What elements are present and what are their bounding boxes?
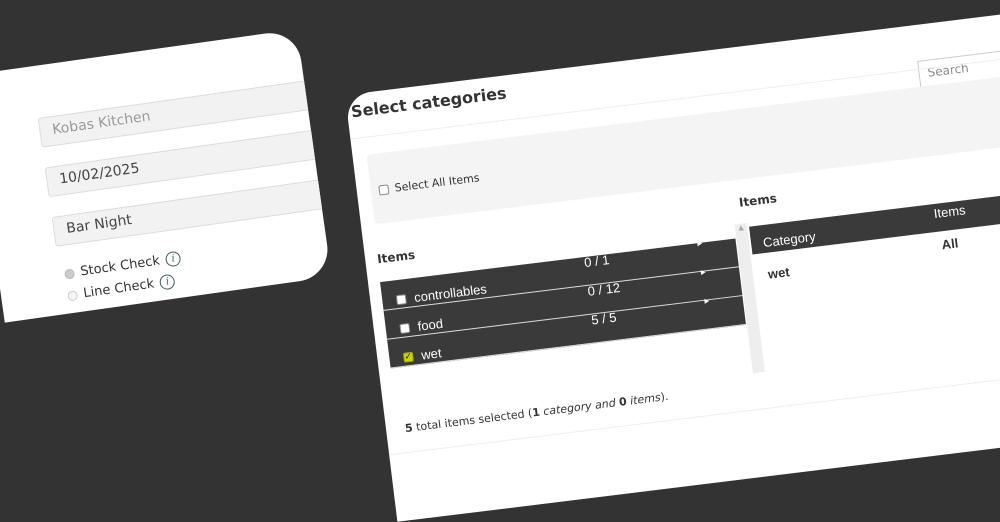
checkbox[interactable]	[378, 183, 390, 196]
stock-check-form-card: Kobas Kitchen 10/02/2025 Bar Night Stock…	[0, 29, 332, 323]
checkbox-checked[interactable]: ✓	[402, 350, 414, 363]
radio-button[interactable]	[63, 267, 76, 280]
dialog-title: Select categories	[349, 83, 508, 122]
expand-arrow-icon[interactable]: ►	[698, 267, 708, 278]
info-icon[interactable]: i	[164, 250, 182, 268]
info-icon[interactable]: i	[158, 273, 176, 291]
category-name: food	[416, 315, 444, 334]
category-count: 0 / 1	[583, 252, 611, 271]
selection-summary: 5 total items selected (1 category and 0…	[404, 390, 669, 435]
category-count: 0 / 12	[586, 279, 621, 299]
expand-arrow-icon[interactable]: ►	[702, 295, 712, 306]
summary-text: items	[625, 390, 662, 408]
column-header-category: Category	[762, 228, 817, 251]
selected-items-cell: All	[940, 235, 960, 253]
category-list: controllables 0 / 1 ► food 0 / 12 ► ✓ wet…	[380, 238, 746, 369]
radio-label: Stock Check	[79, 253, 161, 280]
summary-text: category and	[539, 395, 620, 419]
scroll-up-icon[interactable]: ▲	[737, 223, 745, 233]
column-header-items: Items	[932, 202, 967, 222]
left-items-heading: Items	[376, 247, 416, 267]
radio-label: Line Check	[82, 276, 156, 302]
category-count: 5 / 5	[590, 309, 618, 328]
right-items-heading: Items	[738, 191, 778, 210]
selected-category-cell: wet	[767, 264, 791, 282]
select-categories-dialog: Select categories Search Select All Item…	[345, 4, 1000, 522]
category-name: wet	[420, 345, 443, 363]
summary-text: total items selected (	[411, 406, 534, 435]
summary-text: ).	[659, 389, 670, 404]
selected-table-header: Category Items	[749, 182, 1000, 255]
checkbox[interactable]	[395, 293, 407, 305]
radio-button[interactable]	[67, 289, 79, 302]
expand-arrow-icon[interactable]: ►	[695, 238, 705, 249]
checkbox[interactable]	[399, 322, 411, 334]
divider	[389, 364, 1000, 456]
